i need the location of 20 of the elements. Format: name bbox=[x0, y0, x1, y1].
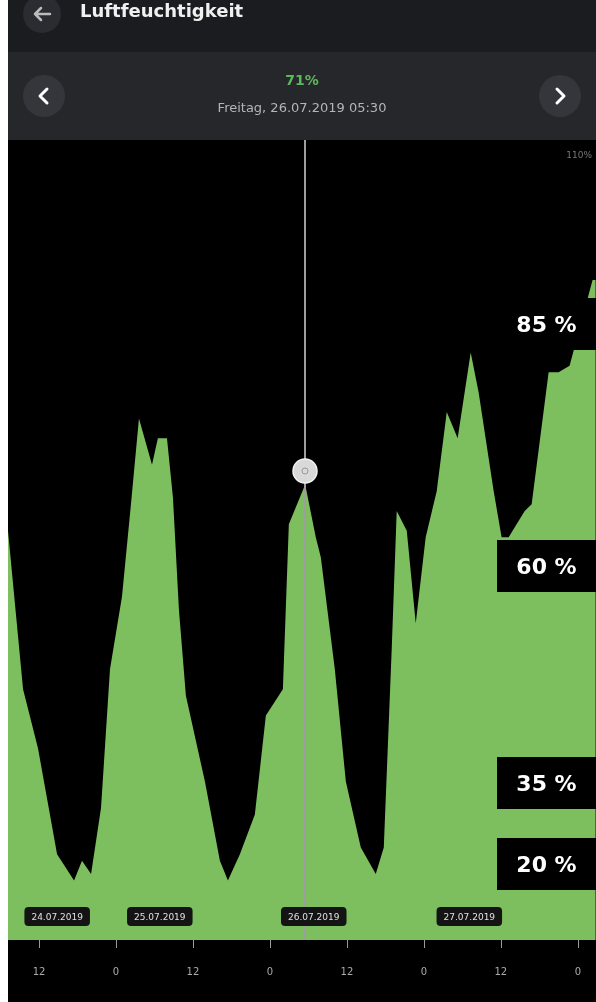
x-tick-label: 12 bbox=[32, 965, 46, 977]
x-tick-label: 0 bbox=[266, 965, 274, 977]
x-tick-label: 12 bbox=[494, 965, 508, 977]
annotation: 60 % bbox=[497, 540, 596, 592]
text: 110% bbox=[566, 150, 592, 160]
x-tick-label: 0 bbox=[574, 965, 582, 977]
x2-tick-label: 26.07.2019 bbox=[287, 911, 340, 922]
x2-tick-label: 24.07.2019 bbox=[31, 911, 84, 922]
text: 71% bbox=[284, 72, 320, 88]
annotation: 35 % bbox=[497, 757, 596, 809]
annotation: 85 % bbox=[497, 298, 596, 350]
annotation: 20 % bbox=[497, 838, 596, 890]
x-tick-label: 12 bbox=[340, 965, 354, 977]
x2-tick-label: 27.07.2019 bbox=[443, 911, 496, 922]
x-tick-label: 12 bbox=[186, 965, 200, 977]
chart-subtitle: Freitag, 26.07.2019 05:30 bbox=[216, 100, 388, 115]
chart-title: Luftfeuchtigkeit bbox=[80, 0, 244, 21]
x2-tick-label: 25.07.2019 bbox=[134, 911, 186, 922]
x-tick-label: 0 bbox=[420, 965, 428, 977]
x-tick-label: 0 bbox=[112, 965, 120, 977]
